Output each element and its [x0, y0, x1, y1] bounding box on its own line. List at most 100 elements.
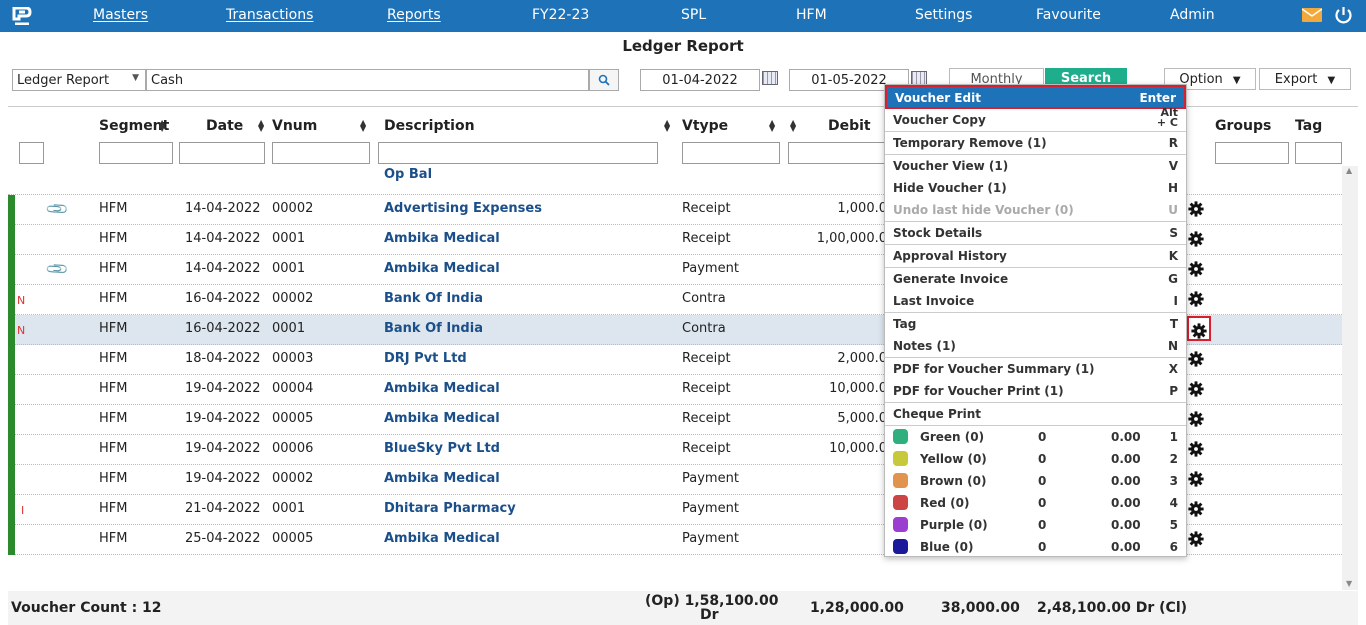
menu-generate-invoice[interactable]: Generate Invoice G: [885, 268, 1186, 290]
gear-icon[interactable]: [1188, 261, 1204, 277]
nav-masters[interactable]: Masters: [93, 7, 149, 23]
gear-icon[interactable]: [1188, 291, 1204, 307]
scroll-down-icon[interactable]: ▼: [1346, 579, 1353, 588]
nav-transactions[interactable]: Transactions: [226, 7, 314, 23]
menu-color-tag[interactable]: Red (0) 0 0.00 4: [885, 492, 1186, 514]
sort-icon[interactable]: ▲ ▼: [664, 118, 671, 133]
menu-cheque-print[interactable]: Cheque Print: [885, 403, 1186, 425]
scroll-up-icon[interactable]: ▲: [1346, 166, 1353, 175]
cell-description[interactable]: Ambika Medical: [384, 531, 500, 546]
filter-debit[interactable]: [788, 142, 888, 164]
attachment-icon[interactable]: 📎: [44, 256, 71, 282]
report-type-select[interactable]: Ledger Report ▼: [12, 69, 146, 91]
cell-description[interactable]: Ambika Medical: [384, 261, 500, 276]
table-row[interactable]: HFM 25-04-2022 00005 Ambika Medical Payment: [8, 525, 1342, 555]
ledger-search-button[interactable]: [589, 69, 619, 91]
table-row[interactable]: I HFM 21-04-2022 0001 Dhitara Pharmacy Paymen…: [8, 495, 1342, 525]
app-logo-icon[interactable]: [12, 7, 32, 25]
sort-icon[interactable]: ▲ ▼: [769, 118, 776, 133]
menu-stock-details[interactable]: Stock Details S: [885, 222, 1186, 244]
option-button[interactable]: Option ▼: [1164, 68, 1256, 90]
menu-pdf-print[interactable]: PDF for Voucher Print (1) P: [885, 380, 1186, 402]
gear-icon[interactable]: [1188, 231, 1204, 247]
column-header-tag[interactable]: Tag: [1295, 118, 1323, 134]
row-settings-button[interactable]: [1188, 201, 1206, 219]
cell-description[interactable]: Bank Of India: [384, 321, 483, 336]
calendar-icon[interactable]: [911, 71, 927, 85]
menu-notes[interactable]: Notes (1) N: [885, 335, 1186, 357]
filter-tag[interactable]: [1295, 142, 1342, 164]
menu-color-tag[interactable]: Yellow (0) 0 0.00 2: [885, 448, 1186, 470]
gear-icon[interactable]: [1191, 323, 1207, 339]
nav-hfm[interactable]: HFM: [796, 7, 827, 23]
gear-icon[interactable]: [1188, 411, 1204, 427]
cell-description[interactable]: Dhitara Pharmacy: [384, 501, 516, 516]
menu-tag[interactable]: Tag T: [885, 313, 1186, 335]
row-settings-button[interactable]: [1191, 323, 1209, 341]
table-row[interactable]: HFM 19-04-2022 00006 BlueSky Pvt Ltd Receipt…: [8, 435, 1342, 465]
table-row[interactable]: 📎 HFM 14-04-2022 0001 Ambika Medical Payment: [8, 255, 1342, 285]
from-date-input[interactable]: 01-04-2022: [640, 69, 760, 91]
attachment-icon[interactable]: 📎: [44, 196, 71, 222]
vertical-scrollbar[interactable]: ▲ ▼: [1342, 166, 1358, 590]
cell-description[interactable]: Ambika Medical: [384, 471, 500, 486]
table-row[interactable]: HFM 19-04-2022 00005 Ambika Medical Receipt 5…: [8, 405, 1342, 435]
mail-icon[interactable]: [1302, 8, 1322, 22]
row-settings-button[interactable]: [1188, 441, 1206, 459]
filter-description[interactable]: [378, 142, 658, 164]
row-settings-button[interactable]: [1188, 351, 1206, 369]
cell-description[interactable]: BlueSky Pvt Ltd: [384, 441, 500, 456]
calendar-icon[interactable]: [762, 71, 778, 85]
menu-approval-history[interactable]: Approval History K: [885, 245, 1186, 267]
row-settings-button[interactable]: [1188, 531, 1206, 549]
nav-admin[interactable]: Admin: [1170, 7, 1215, 23]
menu-voucher-edit[interactable]: Voucher Edit Enter: [885, 85, 1186, 109]
export-button[interactable]: Export ▼: [1259, 68, 1351, 90]
column-header-description[interactable]: Description: [384, 118, 475, 134]
cell-description[interactable]: Ambika Medical: [384, 231, 500, 246]
row-settings-button[interactable]: [1188, 381, 1206, 399]
gear-icon[interactable]: [1188, 201, 1204, 217]
sort-icon[interactable]: ▲ ▼: [258, 118, 265, 133]
table-row[interactable]: 📎 HFM 14-04-2022 00002 Advertising Expenses R…: [8, 195, 1342, 225]
row-settings-button[interactable]: [1188, 501, 1206, 519]
cell-description[interactable]: Ambika Medical: [384, 381, 500, 396]
nav-reports[interactable]: Reports: [387, 7, 441, 23]
table-row[interactable]: HFM 19-04-2022 00004 Ambika Medical Receipt 1…: [8, 375, 1342, 405]
filter-vtype[interactable]: [682, 142, 780, 164]
gear-icon[interactable]: [1188, 531, 1204, 547]
menu-pdf-summary[interactable]: PDF for Voucher Summary (1) X: [885, 358, 1186, 380]
nav-fy[interactable]: FY22-23: [532, 7, 590, 23]
filter-vnum[interactable]: [272, 142, 370, 164]
row-settings-button[interactable]: [1188, 291, 1206, 309]
gear-icon[interactable]: [1188, 351, 1204, 367]
table-row[interactable]: HFM 18-04-2022 00003 DRJ Pvt Ltd Receipt 2,00…: [8, 345, 1342, 375]
cell-description[interactable]: DRJ Pvt Ltd: [384, 351, 467, 366]
row-settings-button[interactable]: [1188, 261, 1206, 279]
filter-date[interactable]: [179, 142, 265, 164]
menu-last-invoice[interactable]: Last Invoice I: [885, 290, 1186, 312]
menu-color-tag[interactable]: Green (0) 0 0.00 1: [885, 426, 1186, 448]
menu-color-tag[interactable]: Purple (0) 0 0.00 5: [885, 514, 1186, 536]
column-header-vtype[interactable]: Vtype: [682, 118, 729, 134]
to-date-input[interactable]: 01-05-2022: [789, 69, 909, 91]
menu-hide-voucher[interactable]: Hide Voucher (1) H: [885, 177, 1186, 199]
row-settings-button[interactable]: [1188, 471, 1206, 489]
filter-segment[interactable]: [99, 142, 173, 164]
table-row[interactable]: N HFM 16-04-2022 00002 Bank Of India Contra: [8, 285, 1342, 315]
gear-icon[interactable]: [1188, 441, 1204, 457]
gear-icon[interactable]: [1188, 501, 1204, 517]
column-header-segment[interactable]: Segment: [99, 118, 170, 134]
ledger-input[interactable]: Cash: [146, 69, 589, 91]
select-all-checkbox[interactable]: [19, 142, 44, 164]
cell-description[interactable]: Bank Of India: [384, 291, 483, 306]
menu-color-tag[interactable]: Blue (0) 0 0.00 6: [885, 536, 1186, 558]
power-icon[interactable]: [1335, 6, 1352, 24]
sort-icon[interactable]: ▲ ▼: [790, 118, 797, 133]
column-header-debit[interactable]: Debit: [828, 118, 871, 134]
row-settings-button[interactable]: [1188, 411, 1206, 429]
sort-icon[interactable]: ▲ ▼: [159, 118, 166, 133]
nav-spl[interactable]: SPL: [681, 7, 707, 23]
row-settings-button[interactable]: [1188, 231, 1206, 249]
menu-temporary-remove[interactable]: Temporary Remove (1) R: [885, 132, 1186, 154]
